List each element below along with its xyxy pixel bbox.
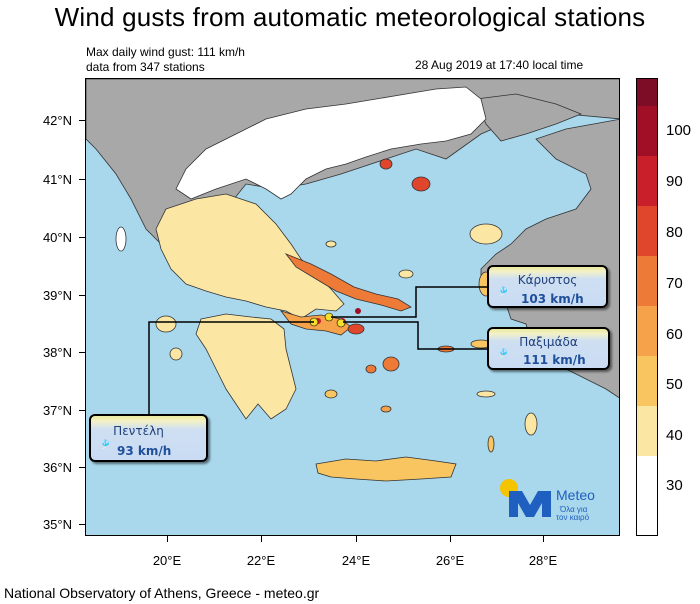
greece-north — [175, 86, 487, 200]
paros-island — [365, 364, 377, 374]
colorbar-band — [637, 206, 657, 256]
callout-paximada: Παξιμάδα 🎐 111 km/h — [487, 327, 610, 370]
andros-island — [347, 323, 365, 335]
turkey-thrace — [475, 93, 583, 142]
callout-karystos: Κάρυστος 🎐 103 km/h — [487, 265, 608, 308]
lat-label: 36°N — [42, 460, 72, 475]
lon-tick — [356, 536, 357, 542]
evia-island — [284, 253, 412, 312]
leader-line-penteli — [148, 321, 314, 416]
logo-tagline-2: τον καιρό — [556, 513, 590, 522]
santorini-island — [380, 405, 392, 413]
callout-paximada-value: 111 km/h — [523, 353, 586, 367]
logo-brand: Meteo — [556, 487, 595, 503]
callout-penteli-name: Πεντέλη — [113, 424, 164, 438]
lat-tick — [79, 120, 85, 121]
rhodes-island — [524, 412, 538, 436]
lat-tick — [79, 467, 85, 468]
crete-island — [315, 456, 457, 482]
colorbar-label: 60 — [666, 326, 683, 343]
lon-tick — [450, 536, 451, 542]
colorbar-label: 80 — [666, 224, 683, 241]
lon-label: 26°E — [435, 553, 465, 568]
callout-penteli: Πεντέλη 🎐 93 km/h — [89, 414, 208, 462]
footer-credit: National Observatory of Athens, Greece -… — [4, 585, 320, 601]
lat-label: 35°N — [42, 517, 72, 532]
zakynthos-island — [169, 347, 183, 361]
colorbar-band — [637, 79, 657, 106]
lat-label: 41°N — [42, 172, 72, 187]
colorbar-label: 30 — [666, 477, 683, 494]
milos-island — [324, 389, 338, 399]
lon-label: 28°E — [528, 553, 558, 568]
karpathos-island — [487, 435, 495, 453]
colorbar — [636, 78, 658, 536]
lat-label: 40°N — [42, 230, 72, 245]
lon-tick — [543, 536, 544, 542]
max-gust-text: Max daily wind gust: 111 km/h — [86, 45, 245, 59]
leader-line-karystos — [331, 286, 488, 318]
corfu-island — [115, 226, 127, 252]
colorbar-label: 100 — [666, 122, 692, 139]
windsock-icon: 🎐 — [99, 440, 112, 451]
lat-tick — [79, 352, 85, 353]
lon-tick — [261, 536, 262, 542]
lat-label: 37°N — [42, 403, 72, 418]
skyros-island — [398, 269, 414, 279]
colorbar-band — [637, 156, 657, 206]
leader-line-paximada — [343, 321, 489, 350]
lon-label: 24°E — [341, 553, 371, 568]
limnos-island — [411, 176, 431, 192]
colorbar-label: 90 — [666, 173, 683, 190]
lat-label: 38°N — [42, 345, 72, 360]
hotspot-karystos — [355, 308, 361, 314]
colorbar-band — [637, 406, 657, 456]
lat-label: 42°N — [42, 113, 72, 128]
colorbar-label: 70 — [666, 275, 683, 292]
colorbar-band — [637, 306, 657, 356]
lat-tick — [79, 410, 85, 411]
station-count-text: data from 347 stations — [86, 60, 205, 74]
kefalonia-island — [155, 315, 177, 333]
windsock-icon: 🎐 — [497, 349, 510, 360]
skiathos-island — [325, 240, 337, 248]
colorbar-label: 40 — [666, 427, 683, 444]
station-marker-paximada — [336, 318, 346, 328]
callout-karystos-value: 103 km/h — [521, 292, 584, 306]
lon-label: 22°E — [246, 553, 276, 568]
colorbar-band — [637, 256, 657, 306]
datetime-text: 28 Aug 2019 at 17:40 local time — [415, 58, 584, 72]
colorbar-band — [637, 356, 657, 406]
lat-tick — [79, 524, 85, 525]
callout-paximada-name: Παξιμάδα — [519, 335, 578, 349]
chart-title: Wind gusts from automatic meteorological… — [54, 2, 646, 32]
lat-tick — [79, 295, 85, 296]
kos-island — [476, 390, 496, 398]
map-svg — [86, 79, 619, 517]
logo-m-icon — [509, 491, 551, 517]
logo-tagline-1: Όλα για — [560, 505, 588, 514]
colorbar-label: 50 — [666, 376, 683, 393]
colorbar-band — [637, 106, 657, 156]
callout-penteli-value: 93 km/h — [117, 444, 172, 458]
lon-tick — [167, 536, 168, 542]
lat-label: 39°N — [42, 288, 72, 303]
thasos-island — [379, 158, 393, 170]
callout-karystos-name: Κάρυστος — [517, 273, 578, 287]
peloponnese — [195, 313, 297, 420]
colorbar-band — [637, 456, 657, 535]
naxos-island — [382, 356, 400, 372]
lesvos-island — [469, 223, 503, 245]
lat-tick — [79, 179, 85, 180]
greece-central — [155, 193, 345, 320]
lon-label: 20°E — [152, 553, 182, 568]
windsock-icon: 🎐 — [497, 287, 510, 298]
lat-tick — [79, 237, 85, 238]
